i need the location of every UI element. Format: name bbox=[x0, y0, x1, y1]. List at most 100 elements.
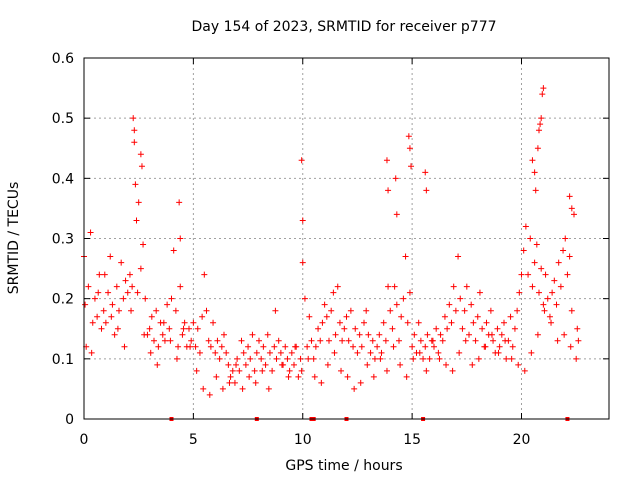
data-point bbox=[429, 337, 436, 344]
data-point bbox=[546, 313, 553, 320]
data-point bbox=[494, 325, 501, 332]
data-point bbox=[436, 355, 443, 362]
data-point bbox=[107, 253, 114, 260]
data-point bbox=[334, 283, 341, 290]
data-point bbox=[98, 325, 105, 332]
chart-title: Day 154 of 2023, SRMTID for receiver p77… bbox=[191, 19, 496, 35]
data-point bbox=[114, 325, 121, 332]
data-point bbox=[142, 295, 149, 302]
data-point bbox=[389, 325, 396, 332]
data-point bbox=[393, 301, 400, 308]
data-point bbox=[437, 331, 444, 338]
data-point bbox=[573, 355, 580, 362]
data-point bbox=[350, 343, 357, 350]
data-point bbox=[251, 367, 258, 374]
data-point bbox=[490, 337, 497, 344]
data-point bbox=[532, 187, 539, 194]
data-point bbox=[304, 343, 311, 350]
data-point bbox=[164, 301, 171, 308]
data-point bbox=[172, 307, 179, 314]
data-point bbox=[509, 343, 516, 350]
data-point bbox=[168, 295, 175, 302]
data-point bbox=[252, 379, 259, 386]
data-point bbox=[105, 289, 112, 296]
data-point bbox=[406, 289, 413, 296]
data-point bbox=[446, 301, 453, 308]
data-point bbox=[483, 319, 490, 326]
data-point bbox=[146, 325, 153, 332]
data-point bbox=[221, 331, 227, 338]
data-point bbox=[455, 253, 462, 260]
data-point bbox=[131, 127, 138, 134]
data-point bbox=[420, 355, 427, 362]
data-point bbox=[338, 367, 345, 374]
data-point bbox=[443, 361, 450, 368]
data-point bbox=[321, 301, 328, 308]
data-point bbox=[520, 247, 527, 254]
data-point bbox=[269, 367, 276, 374]
data-point bbox=[264, 331, 271, 338]
data-point bbox=[259, 367, 266, 374]
data-point bbox=[452, 307, 459, 314]
data-point bbox=[331, 349, 338, 356]
data-point bbox=[516, 289, 523, 296]
data-point bbox=[439, 337, 446, 344]
data-point bbox=[369, 337, 376, 344]
data-point bbox=[200, 385, 207, 392]
data-point bbox=[223, 349, 230, 356]
data-point bbox=[404, 319, 411, 326]
data-point bbox=[166, 325, 173, 332]
data-point bbox=[258, 355, 265, 362]
data-point bbox=[239, 385, 246, 392]
data-point bbox=[95, 289, 102, 296]
data-point bbox=[160, 319, 167, 326]
data-point bbox=[181, 319, 188, 326]
data-point bbox=[449, 367, 456, 374]
data-point bbox=[186, 325, 192, 332]
data-point bbox=[415, 319, 422, 326]
data-point bbox=[332, 331, 339, 338]
data-point bbox=[475, 355, 482, 362]
data-point bbox=[190, 319, 197, 326]
data-point bbox=[459, 325, 466, 332]
y-tick-label: 0.3 bbox=[52, 232, 74, 248]
data-point bbox=[410, 355, 417, 362]
data-point bbox=[299, 259, 306, 266]
data-point bbox=[472, 337, 479, 344]
y-tick-label: 0.4 bbox=[52, 171, 74, 187]
data-point bbox=[527, 235, 534, 242]
data-point bbox=[357, 379, 364, 386]
data-point bbox=[133, 217, 140, 224]
data-point bbox=[299, 217, 306, 224]
data-point bbox=[213, 373, 220, 380]
data-point bbox=[216, 355, 223, 362]
data-point bbox=[176, 199, 183, 206]
data-point bbox=[201, 271, 208, 278]
data-point bbox=[238, 337, 245, 344]
data-point bbox=[298, 367, 305, 374]
data-point bbox=[170, 247, 177, 254]
data-point bbox=[311, 373, 318, 380]
data-point bbox=[245, 343, 252, 350]
data-point bbox=[361, 319, 367, 326]
data-point bbox=[508, 355, 515, 362]
data-point bbox=[405, 133, 412, 140]
data-point bbox=[560, 247, 567, 254]
data-point bbox=[358, 343, 365, 350]
data-point bbox=[435, 349, 442, 356]
data-point bbox=[234, 355, 241, 362]
data-point bbox=[111, 331, 118, 338]
data-point bbox=[324, 361, 331, 368]
data-point bbox=[549, 289, 556, 296]
data-point bbox=[511, 325, 518, 332]
data-point bbox=[137, 265, 144, 272]
data-point bbox=[177, 235, 184, 242]
data-point bbox=[482, 343, 489, 350]
data-point bbox=[291, 361, 297, 368]
data-point bbox=[568, 205, 575, 212]
data-point bbox=[288, 349, 295, 356]
data-point bbox=[116, 307, 122, 314]
data-point bbox=[130, 115, 137, 122]
data-point bbox=[538, 115, 545, 122]
data-point bbox=[367, 349, 374, 356]
